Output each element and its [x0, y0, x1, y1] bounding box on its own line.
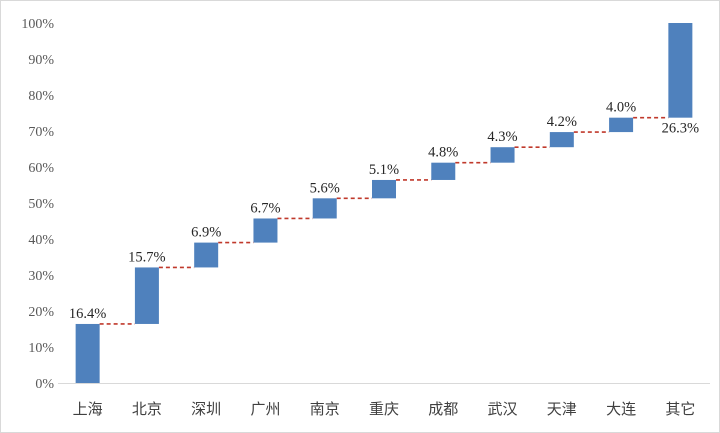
- category-label: 大连: [606, 400, 636, 418]
- category-label: 天津: [547, 400, 577, 418]
- y-tick-label: 50%: [28, 197, 54, 212]
- y-tick-label: 10%: [28, 341, 54, 356]
- data-label: 15.7%: [128, 249, 165, 265]
- data-label: 26.3%: [662, 121, 699, 137]
- bar: [194, 242, 219, 268]
- bar: [312, 198, 337, 219]
- bar: [431, 162, 456, 180]
- category-label: 北京: [132, 400, 162, 418]
- category-label: 其它: [665, 400, 695, 418]
- data-label: 4.0%: [606, 100, 636, 116]
- bar: [372, 179, 396, 199]
- category-label: 武汉: [488, 400, 518, 418]
- data-labels: 16.4% 15.7% 6.9% 6.7% 5.6% 5.1% 4.8% 4.3% 4.2% 4.…: [69, 100, 699, 322]
- data-label: 4.3%: [487, 129, 517, 145]
- bar: [75, 323, 100, 383]
- y-tick-label: 70%: [28, 125, 54, 140]
- y-tick-label: 90%: [28, 53, 54, 68]
- data-label: 4.2%: [547, 114, 577, 130]
- data-label: 6.7%: [250, 200, 280, 216]
- category-label: 南京: [310, 400, 340, 418]
- y-axis-ticks: 0% 10% 20% 30% 40% 50% 60% 70% 80% 90% 100%: [21, 17, 54, 392]
- category-label: 广州: [250, 400, 280, 418]
- bar: [253, 218, 278, 243]
- bar: [609, 117, 634, 133]
- y-tick-label: 80%: [28, 89, 54, 104]
- x-axis-categories: 上海 北京 深圳 广州 南京 重庆 成都 武汉 天津 大连 其它: [73, 400, 696, 418]
- y-tick-label: 100%: [21, 17, 54, 32]
- category-label: 成都: [428, 400, 458, 418]
- bar: [490, 147, 515, 163]
- data-label: 5.1%: [369, 162, 399, 178]
- y-tick-label: 60%: [28, 161, 54, 176]
- data-label: 5.6%: [310, 180, 340, 196]
- y-tick-label: 30%: [28, 269, 54, 284]
- bar: [134, 267, 159, 324]
- connector-lines: [99, 116, 669, 325]
- y-tick-label: 20%: [28, 305, 54, 320]
- data-label: 16.4%: [69, 306, 106, 322]
- category-label: 重庆: [369, 400, 399, 418]
- category-label: 深圳: [191, 400, 221, 418]
- data-label: 6.9%: [191, 225, 221, 241]
- data-label: 4.8%: [428, 145, 458, 161]
- bar: [668, 23, 693, 118]
- y-tick-label: 40%: [28, 233, 54, 248]
- y-tick-label: 0%: [35, 377, 54, 392]
- bars: [75, 23, 693, 383]
- category-label: 上海: [73, 400, 103, 418]
- bar: [549, 132, 574, 148]
